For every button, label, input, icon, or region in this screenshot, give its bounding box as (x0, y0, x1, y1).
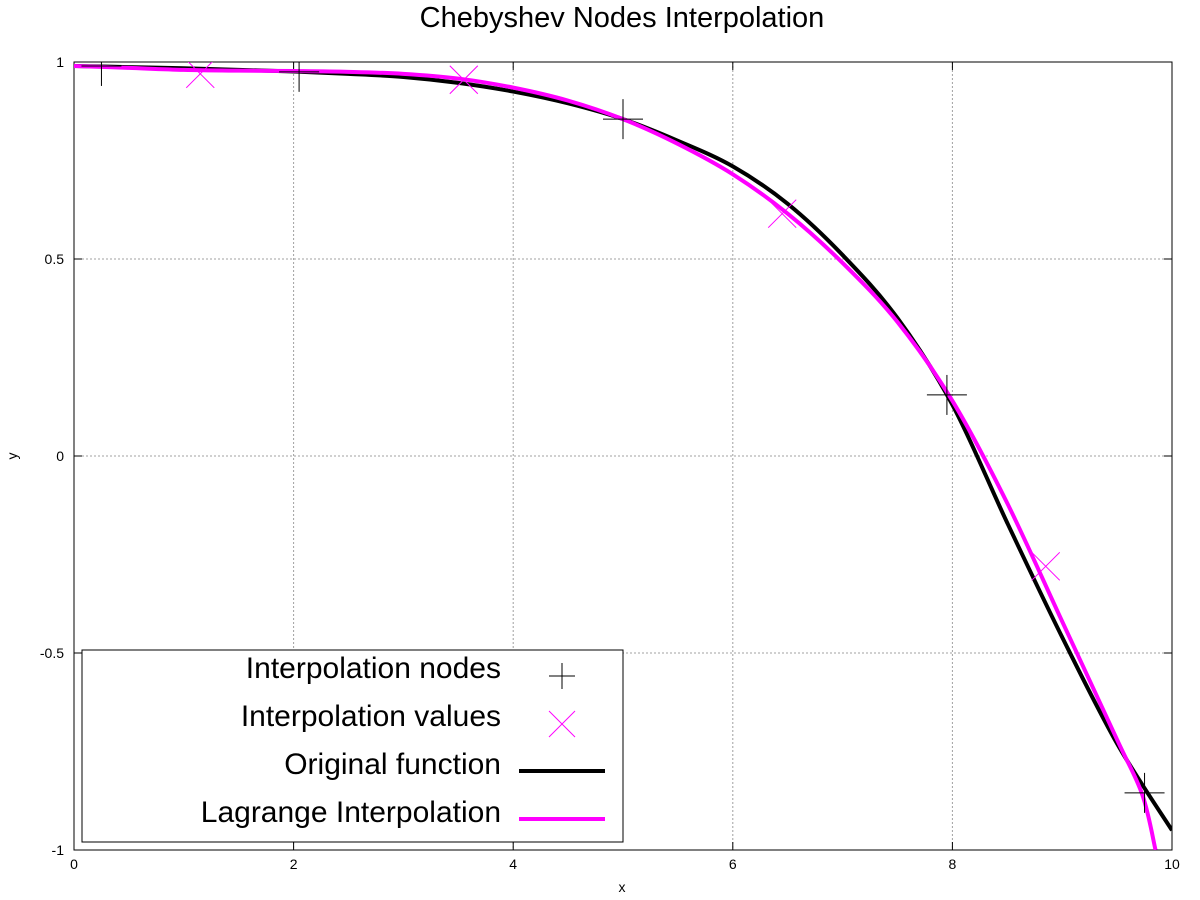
x-tick-label: 4 (509, 856, 517, 872)
y-axis-label: y (4, 453, 20, 460)
point-interpolation-nodes (81, 62, 122, 86)
legend-swatch-plus (549, 663, 575, 689)
y-tick-label: -1 (52, 842, 65, 858)
x-tick-label: 10 (1164, 856, 1180, 872)
point-interpolation-nodes (603, 99, 643, 140)
x-tick-label: 6 (729, 856, 737, 872)
x-tick-label: 2 (290, 856, 298, 872)
point-interpolation-nodes (926, 374, 967, 415)
point-interpolation-nodes (1124, 772, 1165, 813)
legend-label: Original function (284, 748, 501, 781)
axis-ticks: 0 2 4 6 8 10 1 0.5 0 -0.5 -1 (40, 54, 1180, 872)
legend-label: Interpolation nodes (246, 652, 501, 685)
legend-box (81, 649, 624, 843)
legend: Interpolation nodes Interpolation values O… (81, 649, 624, 843)
point-interpolation-nodes (279, 62, 320, 92)
y-tick-label: -0.5 (40, 645, 64, 661)
point-interpolation-values (185, 62, 215, 89)
legend-label: Interpolation values (241, 700, 501, 733)
series-line-lagrange-interpolation (74, 63, 1158, 850)
point-interpolation-values (449, 65, 479, 95)
y-tick-label: 0.5 (45, 251, 65, 267)
legend-label: Lagrange Interpolation (201, 796, 501, 829)
x-tick-label: 8 (949, 856, 957, 872)
y-tick-label: 1 (56, 54, 64, 70)
point-interpolation-values (1031, 551, 1061, 581)
series-layer (74, 62, 1172, 850)
chart-title: Chebyshev Nodes Interpolation (420, 2, 825, 34)
x-axis-label: x (619, 879, 626, 895)
point-interpolation-values (767, 199, 797, 229)
y-tick-label: 0 (56, 448, 64, 464)
x-tick-label: 0 (70, 856, 78, 872)
legend-swatch-cross (548, 710, 576, 738)
